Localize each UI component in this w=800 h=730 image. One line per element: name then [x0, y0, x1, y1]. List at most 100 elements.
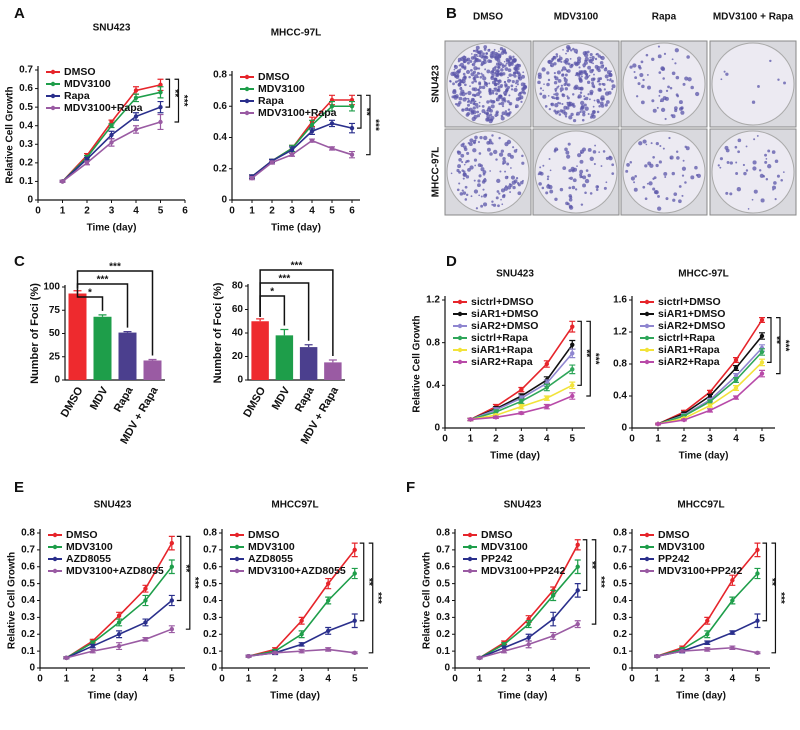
colony	[652, 108, 657, 113]
point	[575, 542, 580, 548]
colony	[511, 80, 515, 84]
colony	[681, 166, 687, 171]
point	[143, 586, 148, 591]
plate	[444, 128, 532, 216]
colony	[508, 55, 512, 59]
colony	[517, 96, 522, 101]
y-tick-label: 0.7	[21, 545, 35, 556]
colony	[538, 182, 542, 186]
legend-label: MDV3100	[258, 83, 305, 95]
colony	[592, 105, 595, 108]
colony	[563, 76, 566, 80]
colony	[570, 112, 574, 117]
colony	[555, 96, 559, 100]
colony	[604, 74, 609, 79]
colony	[537, 74, 542, 80]
colony	[500, 101, 505, 106]
colony	[547, 95, 550, 97]
colony	[470, 53, 473, 55]
colony	[510, 175, 516, 180]
legend-marker	[234, 532, 240, 538]
colony	[658, 160, 662, 164]
colony	[579, 175, 583, 179]
colony	[561, 73, 565, 76]
colony	[575, 51, 578, 54]
colony	[597, 77, 601, 81]
legend-label: siAR1+DMSO	[658, 308, 725, 320]
significance-bracket	[259, 269, 334, 357]
colony	[765, 178, 769, 181]
colony	[479, 75, 483, 79]
colony	[462, 177, 465, 180]
significance-bracket	[582, 539, 588, 591]
point	[289, 147, 295, 153]
colony	[489, 113, 493, 117]
colony	[597, 87, 602, 92]
y-axis-label: Number of Foci (%)	[212, 282, 224, 383]
colony	[717, 164, 720, 167]
colony	[652, 155, 655, 159]
colony	[469, 165, 474, 170]
colony	[489, 152, 493, 156]
colony	[479, 54, 484, 58]
legend-label: siAR2+DMSO	[658, 320, 725, 332]
colony	[570, 49, 573, 52]
point	[681, 417, 687, 423]
colony	[625, 169, 629, 173]
point	[705, 640, 710, 645]
colony	[568, 101, 573, 106]
y-tick-label: 0.4	[426, 380, 440, 391]
colony	[494, 80, 497, 83]
colony	[511, 74, 514, 77]
point	[352, 571, 357, 576]
colony	[729, 161, 733, 165]
bar	[299, 347, 318, 380]
colony	[480, 167, 485, 172]
point	[109, 140, 114, 145]
colony	[480, 195, 483, 198]
colony	[504, 67, 509, 71]
colony	[682, 159, 685, 162]
colony	[637, 64, 641, 69]
significance-label: *	[270, 287, 274, 298]
colony	[678, 107, 683, 111]
colony	[491, 134, 494, 137]
x-tick-label: 3	[109, 206, 115, 217]
column-label: MDV3100 + Rapa	[713, 12, 794, 23]
x-tick-label: 0	[37, 674, 43, 685]
error-bar	[280, 328, 289, 336]
colony	[478, 82, 482, 86]
colony	[591, 81, 595, 85]
colony	[489, 108, 493, 113]
colony	[489, 59, 493, 63]
colony	[674, 48, 679, 53]
colony	[588, 98, 591, 101]
colony	[561, 93, 566, 98]
bar	[143, 360, 162, 380]
plate	[444, 40, 532, 128]
colony	[503, 80, 507, 84]
colony	[592, 150, 597, 154]
colony	[512, 62, 514, 65]
colony	[458, 96, 463, 101]
colony	[651, 57, 655, 61]
colony	[493, 149, 498, 155]
colony	[560, 84, 564, 87]
colony	[584, 75, 589, 80]
colony	[472, 148, 477, 153]
y-tick-label: 0.2	[19, 157, 33, 168]
colony	[764, 153, 767, 157]
colony	[583, 60, 588, 65]
colony	[456, 102, 461, 107]
colony	[482, 170, 487, 174]
colony	[508, 111, 512, 114]
y-tick-label: 0	[221, 195, 227, 206]
colony	[664, 176, 667, 178]
colony	[490, 70, 495, 75]
legend-marker	[457, 347, 463, 353]
x-tick-label: 1	[64, 674, 70, 685]
colony	[595, 188, 599, 192]
colony	[571, 102, 575, 106]
colony	[470, 99, 473, 102]
point	[249, 175, 255, 181]
